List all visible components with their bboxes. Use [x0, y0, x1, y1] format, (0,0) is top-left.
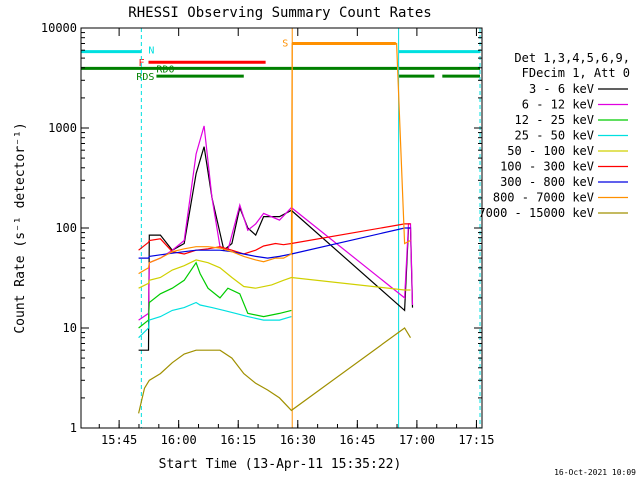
legend-label-7000-15000-kev: 7000 - 15000 keV [478, 206, 594, 220]
x-tick-label: 17:15 [458, 433, 494, 447]
legend-label-25-50-kev: 25 - 50 keV [515, 129, 594, 143]
legend-label-6-12-kev: 6 - 12 keV [522, 98, 594, 112]
x-axis-label: Start Time (13-Apr-11 15:35:22) [159, 457, 402, 472]
x-tick-label: 17:00 [399, 433, 435, 447]
series-line-7000-15000-kev [138, 327, 412, 414]
y-axis-label: Count Rate (s⁻¹ detector⁻¹) [13, 122, 28, 333]
x-axis: 15:45 16:00 16:15 16:30 16:45 17:00 17:15 [98, 28, 495, 447]
y-axis: 1 10 100 1000 10000 [41, 21, 482, 435]
series-line-50-100-kev [138, 259, 411, 291]
y-tick-label: 10 [63, 321, 77, 335]
y-tick-label: 100 [55, 221, 77, 235]
series-layer [138, 42, 414, 414]
flag-label-rds: RDS [136, 72, 154, 83]
legend-label-100-300-kev: 100 - 300 keV [500, 160, 594, 174]
series-line-12-25-kev [138, 261, 292, 329]
flag-label-s: S [282, 38, 288, 49]
chart-title: RHESSI Observing Summary Count Rates [128, 5, 431, 21]
x-tick-label: 16:15 [220, 433, 256, 447]
legend-label-800-7000-kev: 800 - 7000 keV [493, 191, 594, 205]
x-tick-label: 16:00 [161, 433, 197, 447]
flag-label-rd0: RD0 [156, 64, 174, 75]
x-tick-label: 16:45 [339, 433, 375, 447]
legend-label-50-100-kev: 50 - 100 keV [507, 144, 594, 158]
legend-label-12-25-kev: 12 - 25 keV [515, 113, 594, 127]
flag-label-n: N [148, 46, 154, 57]
x-tick-label: 15:45 [101, 433, 137, 447]
legend-label-3-6-kev: 3 - 6 keV [529, 82, 594, 96]
series-line-100-300-kev [138, 223, 411, 255]
legend-label-300-800-kev: 300 - 800 keV [500, 175, 594, 189]
legend-header-line-2: FDecim 1, Att 0 [522, 66, 630, 80]
series-line-300-800-kev [138, 227, 411, 259]
x-tick-label: 16:30 [280, 433, 316, 447]
legend-header-line-1: Det 1,3,4,5,6,9, [514, 51, 630, 65]
y-tick-label: 1000 [48, 121, 77, 135]
series-line-3-6-kev [138, 146, 414, 351]
series-line-800-7000-kev [138, 42, 411, 275]
footer-date: 16-Oct-2021 10:09 [554, 468, 636, 477]
series-line-25-50-kev [138, 301, 292, 339]
y-tick-label: 1 [70, 421, 77, 435]
legend: Det 1,3,4,5,6,9, FDecim 1, Att 0 3 - 6 k… [478, 51, 630, 220]
y-tick-label: 10000 [41, 21, 77, 35]
